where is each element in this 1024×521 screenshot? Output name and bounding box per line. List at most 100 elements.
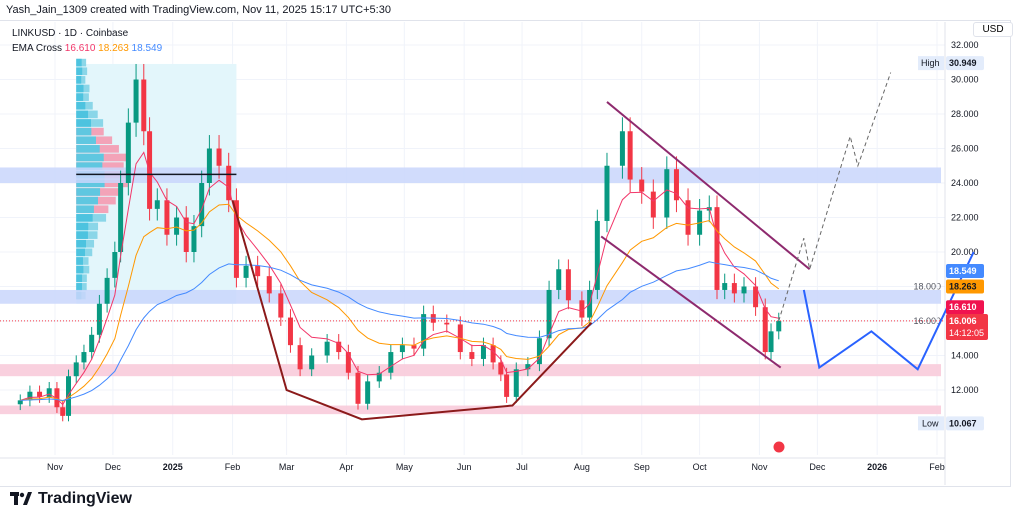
candle	[400, 345, 405, 352]
tradingview-logo-icon	[10, 492, 32, 506]
candle	[365, 381, 370, 403]
y-tick-label: 14.000	[951, 351, 979, 361]
x-tick-label: Jul	[516, 462, 528, 472]
y-tick-label: 12.000	[951, 385, 979, 395]
x-tick-label: Dec	[105, 462, 122, 472]
candle	[504, 374, 509, 396]
volume-profile-bar	[76, 197, 98, 205]
candle	[639, 180, 644, 192]
candle	[81, 352, 86, 362]
volume-profile-bar	[76, 188, 100, 196]
candle	[298, 345, 303, 369]
candle	[628, 131, 633, 179]
x-tick-label: Dec	[809, 462, 826, 472]
candle	[776, 321, 781, 331]
candle	[267, 276, 272, 293]
volume-profile-bar	[76, 154, 103, 162]
x-tick-label: Sep	[634, 462, 650, 472]
volume-profile-bar	[76, 223, 88, 231]
ema-mid-tag: 18.263	[949, 282, 977, 292]
candle	[346, 352, 351, 373]
candle	[469, 352, 474, 359]
candle	[155, 200, 160, 209]
candle	[141, 80, 146, 132]
volume-profile-bar	[76, 283, 82, 291]
volume-profile-bar	[76, 249, 85, 257]
candle	[207, 149, 212, 184]
last-price: 16.006	[949, 316, 977, 326]
candle	[97, 304, 102, 335]
volume-profile-bar	[76, 93, 83, 101]
candle	[556, 269, 561, 290]
symbol-label[interactable]: LINKUSD · 1D · Coinbase	[12, 26, 162, 41]
low-label: Low	[922, 418, 939, 428]
tradingview-logo[interactable]: TradingView	[10, 490, 132, 508]
candle	[105, 278, 110, 304]
candle	[217, 149, 222, 166]
volume-profile-bar	[76, 240, 86, 248]
volume-profile-bar	[76, 214, 92, 222]
zone-blue	[0, 167, 941, 183]
candle	[164, 200, 169, 235]
candle	[732, 283, 737, 293]
indicator-name: EMA Cross	[12, 43, 62, 54]
flag-icon	[773, 441, 785, 453]
high-value: 30.949	[949, 58, 977, 68]
x-tick-label: Feb	[929, 462, 945, 472]
candle	[18, 400, 23, 404]
candle	[763, 307, 768, 352]
candle	[244, 266, 249, 278]
ema-slow-tag: 18.549	[949, 266, 977, 276]
y-tick-label: 28.000	[951, 109, 979, 119]
candle	[514, 369, 519, 397]
candle	[288, 318, 293, 346]
x-tick-label: Nov	[47, 462, 64, 472]
currency-button[interactable]: USD	[973, 22, 1013, 37]
volume-profile-bar	[76, 257, 83, 265]
volume-profile-bar	[76, 111, 88, 119]
ema-fast-tag: 16.610	[949, 302, 977, 312]
candle	[566, 269, 571, 300]
volume-profile-bar	[76, 128, 91, 136]
zone-pink	[0, 364, 941, 376]
x-tick-label: Apr	[339, 462, 353, 472]
volume-profile-bar	[76, 119, 91, 127]
ema-slow-value: 18.549	[132, 43, 163, 54]
y-tick-label: 30.000	[951, 75, 979, 85]
volume-profile-bar	[76, 274, 82, 282]
indicator-legend[interactable]: EMA Cross 16.610 18.263 18.549	[12, 41, 162, 56]
volume-profile-bar	[76, 136, 96, 144]
y-tick-label: 20.000	[951, 247, 979, 257]
ema-mid-value: 18.263	[98, 43, 129, 54]
candle	[74, 362, 79, 376]
candle	[112, 252, 117, 278]
x-tick-label: Nov	[751, 462, 768, 472]
volume-profile-bar	[76, 102, 85, 110]
brand-name: TradingView	[38, 490, 132, 508]
volume-profile-bar	[76, 85, 83, 93]
x-tick-label: 2026	[867, 462, 887, 472]
x-tick-label: Mar	[279, 462, 295, 472]
volume-profile-bar	[76, 145, 99, 153]
candle	[118, 183, 123, 252]
candle	[89, 335, 94, 352]
candle	[134, 80, 139, 123]
bar-countdown: 14:12:05	[949, 328, 984, 338]
volume-profile-bar	[76, 59, 81, 67]
high-label: High	[921, 58, 940, 68]
zone-blue	[0, 290, 941, 304]
candle	[722, 283, 727, 290]
candle	[174, 218, 179, 235]
candle	[325, 342, 330, 356]
ema-fast-value: 16.610	[65, 43, 96, 54]
x-tick-label: May	[396, 462, 414, 472]
candle	[714, 207, 719, 290]
candle	[278, 293, 283, 317]
x-tick-label: Aug	[574, 462, 590, 472]
candle	[604, 166, 609, 221]
candle	[356, 373, 361, 404]
volume-profile-bar	[76, 231, 88, 239]
volume-profile-bar	[76, 205, 94, 213]
y-tick-label: 26.000	[951, 144, 979, 154]
